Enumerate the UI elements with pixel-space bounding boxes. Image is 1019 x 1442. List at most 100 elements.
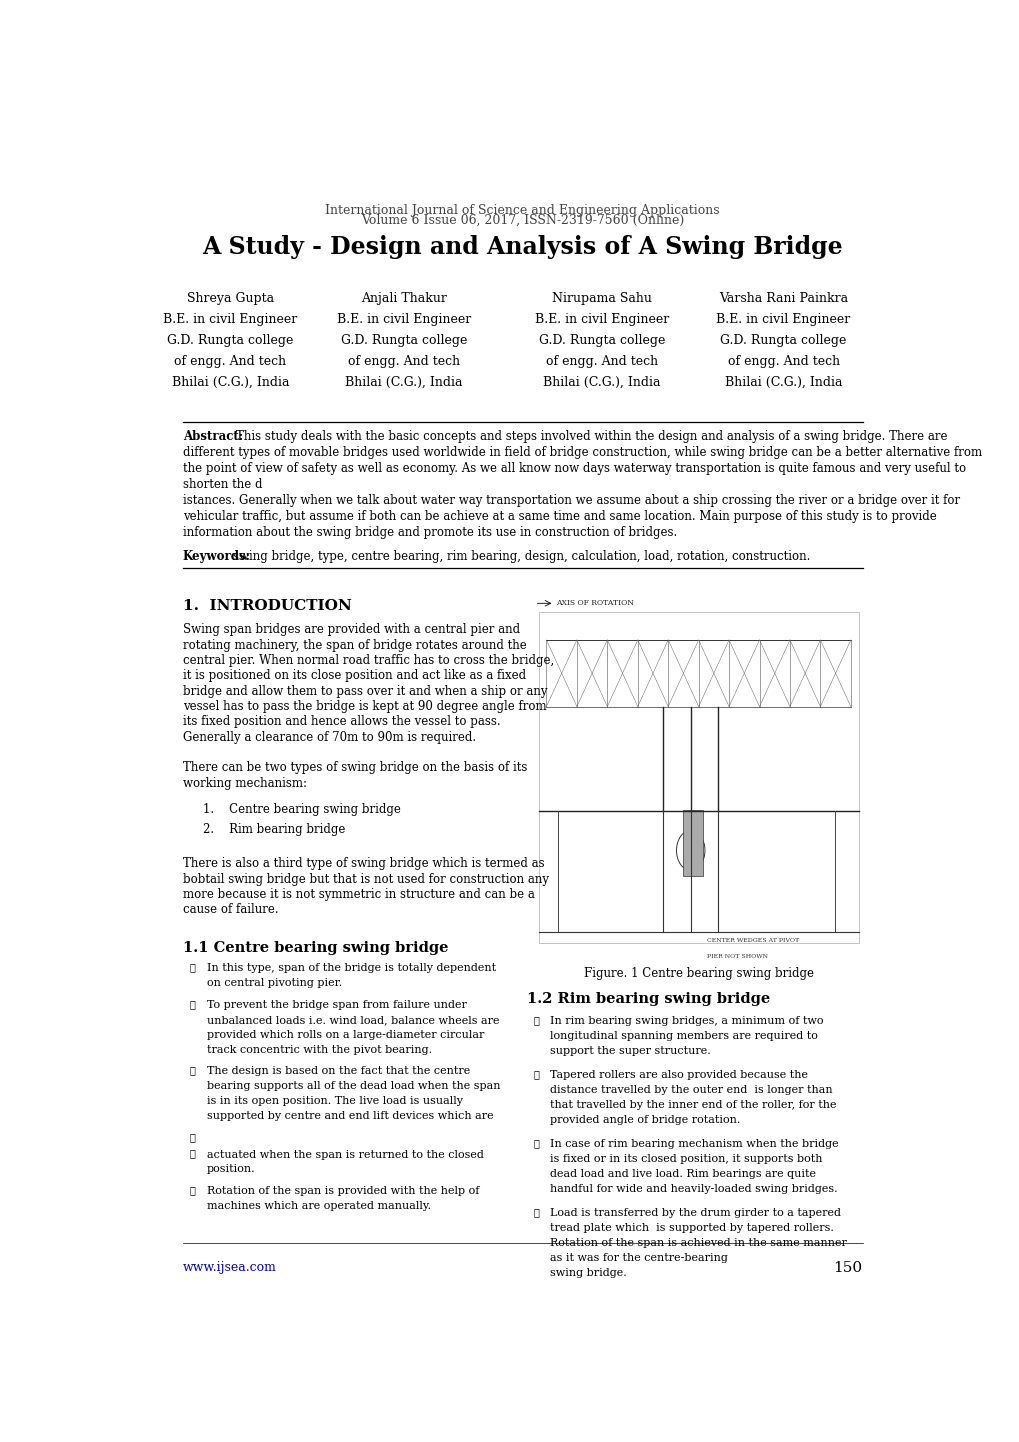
Text: ➤: ➤ <box>189 1133 195 1142</box>
Text: Swing span bridges are provided with a central pier and: Swing span bridges are provided with a c… <box>182 623 520 636</box>
Text: its fixed position and hence allows the vessel to pass.: its fixed position and hence allows the … <box>182 715 500 728</box>
Text: of engg. And tech: of engg. And tech <box>727 355 839 368</box>
Text: Bhilai (C.G.), India: Bhilai (C.G.), India <box>171 376 288 389</box>
Text: support the super structure.: support the super structure. <box>550 1047 710 1057</box>
Text: 1.    Centre bearing swing bridge: 1. Centre bearing swing bridge <box>203 803 400 816</box>
Text: Keywords:: Keywords: <box>182 549 251 562</box>
Text: different types of movable bridges used worldwide in field of bridge constructio: different types of movable bridges used … <box>182 446 981 459</box>
Text: B.E. in civil Engineer: B.E. in civil Engineer <box>163 313 298 326</box>
Text: vessel has to pass the bridge is kept at 90 degree angle from: vessel has to pass the bridge is kept at… <box>182 699 546 712</box>
Text: 2.    Rim bearing bridge: 2. Rim bearing bridge <box>203 823 344 836</box>
Text: Load is transferred by the drum girder to a tapered: Load is transferred by the drum girder t… <box>550 1208 841 1218</box>
Text: In rim bearing swing bridges, a minimum of two: In rim bearing swing bridges, a minimum … <box>550 1017 823 1027</box>
Text: AXIS OF ROTATION: AXIS OF ROTATION <box>555 598 634 607</box>
Text: cause of failure.: cause of failure. <box>182 903 278 917</box>
Text: as it was for the centre-bearing: as it was for the centre-bearing <box>550 1253 728 1263</box>
Text: To prevent the bridge span from failure under: To prevent the bridge span from failure … <box>206 999 466 1009</box>
Text: International Journal of Science and Engineering Applications: International Journal of Science and Eng… <box>325 205 719 218</box>
Text: CENTER WEDGES AT PIVOT: CENTER WEDGES AT PIVOT <box>706 937 798 943</box>
Text: Abstract:: Abstract: <box>182 430 243 443</box>
Text: 1.1 Centre bearing swing bridge: 1.1 Centre bearing swing bridge <box>182 942 448 955</box>
Text: machines which are operated manually.: machines which are operated manually. <box>206 1201 430 1211</box>
Text: B.E. in civil Engineer: B.E. in civil Engineer <box>534 313 668 326</box>
Text: This study deals with the basic concepts and steps involved within the design an: This study deals with the basic concepts… <box>235 430 947 443</box>
Text: it is positioned on its close position and act like as a fixed: it is positioned on its close position a… <box>182 669 526 682</box>
Text: In this type, span of the bridge is totally dependent: In this type, span of the bridge is tota… <box>206 963 495 973</box>
Text: distance travelled by the outer end  is longer than: distance travelled by the outer end is l… <box>550 1086 833 1094</box>
Text: In case of rim bearing mechanism when the bridge: In case of rim bearing mechanism when th… <box>550 1139 839 1149</box>
Text: Varsha Rani Painkra: Varsha Rani Painkra <box>718 291 848 304</box>
Text: bobtail swing bridge but that is not used for construction any: bobtail swing bridge but that is not use… <box>182 872 548 885</box>
Text: swing bridge, type, centre bearing, rim bearing, design, calculation, load, rota: swing bridge, type, centre bearing, rim … <box>232 549 809 562</box>
Text: G.D. Rungta college: G.D. Rungta college <box>167 335 293 348</box>
Text: working mechanism:: working mechanism: <box>182 777 307 790</box>
Text: tread plate which  is supported by tapered rollers.: tread plate which is supported by tapere… <box>550 1223 834 1233</box>
Text: of engg. And tech: of engg. And tech <box>545 355 657 368</box>
Text: ➤: ➤ <box>533 1139 538 1148</box>
Text: ➤: ➤ <box>189 963 195 972</box>
Text: on central pivoting pier.: on central pivoting pier. <box>206 978 341 988</box>
Bar <box>682 810 702 877</box>
Text: is in its open position. The live load is usually: is in its open position. The live load i… <box>206 1096 462 1106</box>
Text: www.ijsea.com: www.ijsea.com <box>182 1262 276 1275</box>
Text: bearing supports all of the dead load when the span: bearing supports all of the dead load wh… <box>206 1082 499 1092</box>
Text: position.: position. <box>206 1165 255 1174</box>
Text: G.D. Rungta college: G.D. Rungta college <box>340 335 467 348</box>
Text: The design is based on the fact that the centre: The design is based on the fact that the… <box>206 1067 470 1076</box>
Text: ➤: ➤ <box>189 999 195 1009</box>
Text: ➤: ➤ <box>189 1067 195 1076</box>
Text: more because it is not symmetric in structure and can be a: more because it is not symmetric in stru… <box>182 888 534 901</box>
Text: Anjali Thakur: Anjali Thakur <box>361 291 446 304</box>
Text: Figure. 1 Centre bearing swing bridge: Figure. 1 Centre bearing swing bridge <box>583 968 813 981</box>
Text: G.D. Rungta college: G.D. Rungta college <box>538 335 664 348</box>
Text: Bhilai (C.G.), India: Bhilai (C.G.), India <box>725 376 842 389</box>
Text: There can be two types of swing bridge on the basis of its: There can be two types of swing bridge o… <box>182 761 527 774</box>
Text: ➤: ➤ <box>533 1017 538 1025</box>
Text: Nirupama Sahu: Nirupama Sahu <box>551 291 651 304</box>
Text: G.D. Rungta college: G.D. Rungta college <box>719 335 846 348</box>
Text: of engg. And tech: of engg. And tech <box>347 355 460 368</box>
Text: handful for wide and heavily-loaded swing bridges.: handful for wide and heavily-loaded swin… <box>550 1184 838 1194</box>
Text: Bhilai (C.G.), India: Bhilai (C.G.), India <box>345 376 463 389</box>
Text: shorten the d: shorten the d <box>182 477 262 490</box>
Text: Volume 6 Issue 06, 2017, ISSN-2319-7560 (Online): Volume 6 Issue 06, 2017, ISSN-2319-7560 … <box>361 213 684 228</box>
Text: Bhilai (C.G.), India: Bhilai (C.G.), India <box>542 376 660 389</box>
Text: provided which rolls on a large-diameter circular: provided which rolls on a large-diameter… <box>206 1030 483 1040</box>
Text: of engg. And tech: of engg. And tech <box>174 355 286 368</box>
Text: ➤: ➤ <box>189 1149 195 1158</box>
Text: actuated when the span is returned to the closed: actuated when the span is returned to th… <box>206 1149 483 1159</box>
Text: ➤: ➤ <box>533 1070 538 1079</box>
Text: B.E. in civil Engineer: B.E. in civil Engineer <box>336 313 471 326</box>
Text: PIER NOT SHOWN: PIER NOT SHOWN <box>706 955 766 959</box>
Text: swing bridge.: swing bridge. <box>550 1268 627 1278</box>
Text: central pier. When normal road traffic has to cross the bridge,: central pier. When normal road traffic h… <box>182 653 553 668</box>
Text: ➤: ➤ <box>533 1208 538 1217</box>
Text: provided angle of bridge rotation.: provided angle of bridge rotation. <box>550 1115 740 1125</box>
Text: Tapered rollers are also provided because the: Tapered rollers are also provided becaus… <box>550 1070 808 1080</box>
Text: B.E. in civil Engineer: B.E. in civil Engineer <box>715 313 850 326</box>
Text: dead load and live load. Rim bearings are quite: dead load and live load. Rim bearings ar… <box>550 1169 815 1180</box>
Text: Generally a clearance of 70m to 90m is required.: Generally a clearance of 70m to 90m is r… <box>182 731 476 744</box>
Text: bridge and allow them to pass over it and when a ship or any: bridge and allow them to pass over it an… <box>182 685 547 698</box>
Text: the point of view of safety as well as economy. As we all know now days waterway: the point of view of safety as well as e… <box>182 461 965 474</box>
Bar <box>538 613 858 943</box>
Text: 150: 150 <box>833 1262 862 1275</box>
Text: unbalanced loads i.e. wind load, balance wheels are: unbalanced loads i.e. wind load, balance… <box>206 1015 498 1025</box>
Text: A Study - Design and Analysis of A Swing Bridge: A Study - Design and Analysis of A Swing… <box>202 235 843 260</box>
Text: is fixed or in its closed position, it supports both: is fixed or in its closed position, it s… <box>550 1154 822 1164</box>
Text: 1.  INTRODUCTION: 1. INTRODUCTION <box>182 598 352 613</box>
Text: supported by centre and end lift devices which are: supported by centre and end lift devices… <box>206 1112 493 1122</box>
Text: longitudinal spanning members are required to: longitudinal spanning members are requir… <box>550 1031 817 1041</box>
Text: rotating machinery, the span of bridge rotates around the: rotating machinery, the span of bridge r… <box>182 639 526 652</box>
Text: Shreya Gupta: Shreya Gupta <box>186 291 273 304</box>
Text: Rotation of the span is provided with the help of: Rotation of the span is provided with th… <box>206 1187 479 1197</box>
Text: ➤: ➤ <box>189 1187 195 1195</box>
Text: that travelled by the inner end of the roller, for the: that travelled by the inner end of the r… <box>550 1100 837 1110</box>
Text: track concentric with the pivot bearing.: track concentric with the pivot bearing. <box>206 1045 431 1054</box>
Text: 1.2 Rim bearing swing bridge: 1.2 Rim bearing swing bridge <box>526 992 769 1007</box>
Text: information about the swing bridge and promote its use in construction of bridge: information about the swing bridge and p… <box>182 526 677 539</box>
Text: vehicular traffic, but assume if both can be achieve at a same time and same loc: vehicular traffic, but assume if both ca… <box>182 510 935 523</box>
Text: istances. Generally when we talk about water way transportation we assume about : istances. Generally when we talk about w… <box>182 495 959 508</box>
Text: There is also a third type of swing bridge which is termed as: There is also a third type of swing brid… <box>182 858 544 871</box>
Text: Rotation of the span is achieved in the same manner: Rotation of the span is achieved in the … <box>550 1237 847 1247</box>
